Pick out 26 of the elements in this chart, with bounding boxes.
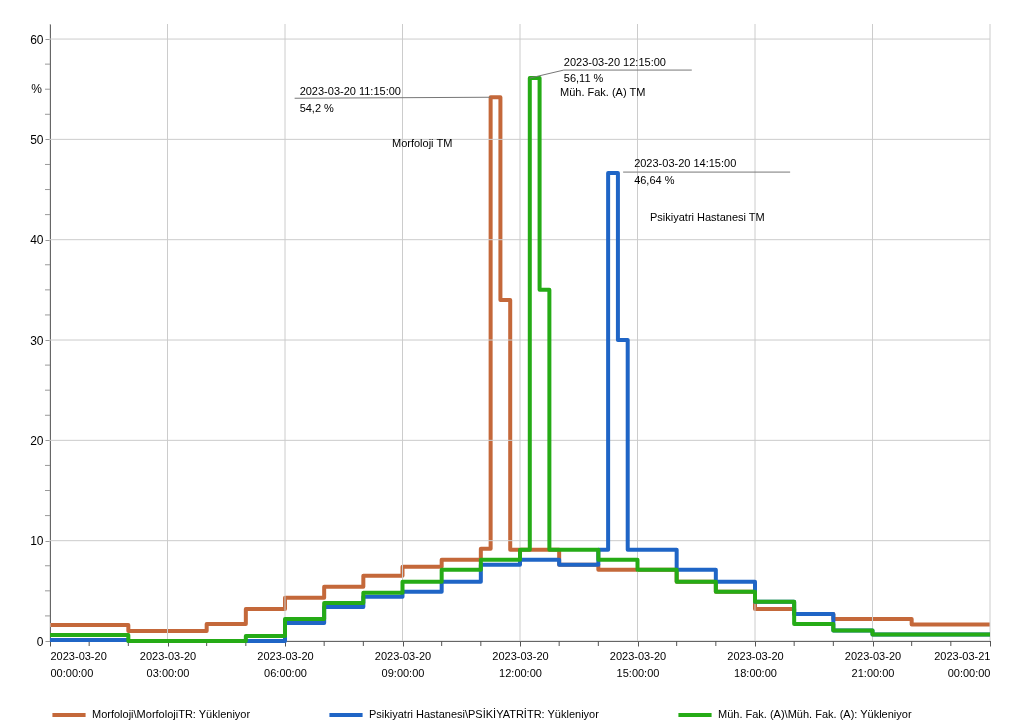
y-tick-label: 60 bbox=[30, 32, 44, 47]
y-tick-label: 50 bbox=[30, 132, 44, 147]
y-tick-label: 20 bbox=[30, 433, 44, 448]
x-tick-label: 2023-03-20 15:00:00 bbox=[609, 649, 667, 679]
y-tick-label: 10 bbox=[30, 534, 44, 549]
annotation: Psikiyatri Hastanesi TM bbox=[650, 211, 765, 223]
x-tick-label: 2023-03-21 00:00:00 bbox=[934, 649, 991, 679]
x-tick-label: 2023-03-20 03:00:00 bbox=[139, 649, 197, 679]
x-tick-label: 2023-03-20 12:00:00 bbox=[492, 649, 549, 679]
x-tick-label: 2023-03-20 00:00:00 bbox=[50, 649, 107, 679]
annotation: Müh. Fak. (A) TM bbox=[560, 86, 646, 98]
annotation: 2023-03-20 12:15:00 56,11 % bbox=[563, 56, 666, 85]
legend-label: Müh. Fak. (A)\Müh. Fak. (A): Yükleniyor bbox=[718, 708, 912, 720]
y-axis-title: % bbox=[31, 82, 43, 96]
annotation: 2023-03-20 11:15:00 54,2 % bbox=[299, 85, 401, 115]
y-tick-label: 40 bbox=[30, 233, 44, 248]
annotation: 2023-03-20 14:15:00 46,64 % bbox=[634, 157, 737, 187]
annotation: Morfoloji TM bbox=[392, 137, 453, 149]
legend-label: Morfoloji\MorfolojiTR: Yükleniyor bbox=[92, 708, 251, 720]
x-tick-label: 2023-03-20 06:00:00 bbox=[257, 649, 314, 679]
legend-label: Psikiyatri Hastanesi\PSİKİYATRİTR: Yükleniyor bbox=[369, 708, 600, 720]
x-tick-label: 2023-03-20 09:00:00 bbox=[374, 649, 432, 679]
x-tick-label: 2023-03-20 21:00:00 bbox=[844, 649, 902, 679]
y-tick-label: 30 bbox=[30, 333, 44, 348]
x-tick-label: 2023-03-20 18:00:00 bbox=[727, 649, 784, 679]
y-tick-label: 0 bbox=[36, 634, 44, 649]
